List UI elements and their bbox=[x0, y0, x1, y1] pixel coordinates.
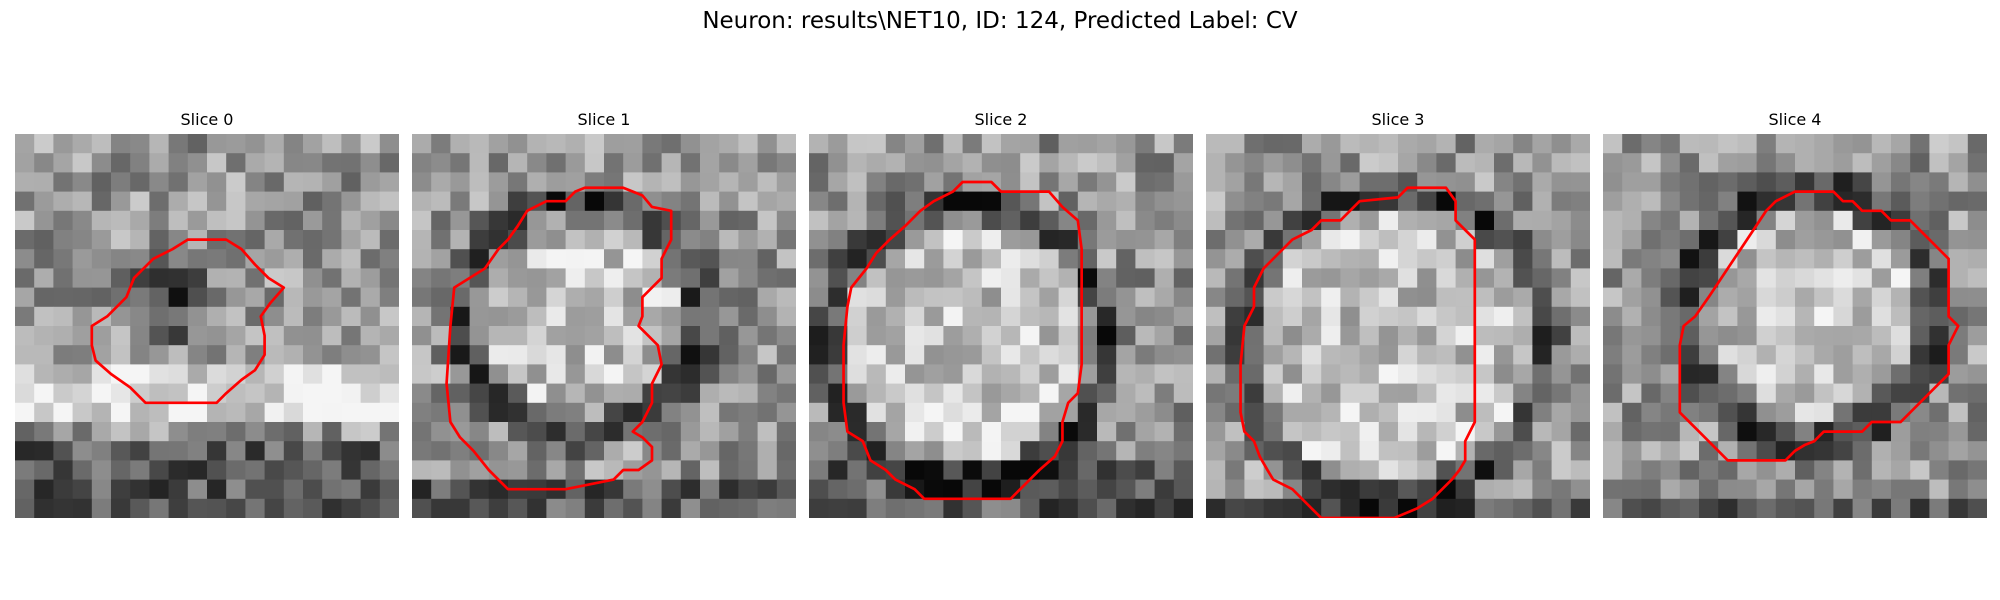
slice-image bbox=[1206, 134, 1590, 518]
slice-panel-1: Slice 1 bbox=[412, 0, 796, 600]
slice-title: Slice 2 bbox=[974, 110, 1028, 129]
pixel-texture bbox=[1603, 134, 1987, 518]
segmentation-contour bbox=[445, 186, 673, 491]
pixel-texture bbox=[1206, 134, 1590, 518]
slice-panel-2: Slice 2 bbox=[809, 0, 1193, 600]
segmentation-contour bbox=[1678, 190, 1960, 462]
slice-title: Slice 1 bbox=[577, 110, 631, 129]
slice-image bbox=[1603, 134, 1987, 518]
segmentation-contour bbox=[1239, 186, 1477, 518]
slice-image bbox=[15, 134, 399, 518]
slice-title: Slice 4 bbox=[1768, 110, 1822, 129]
slice-image bbox=[809, 134, 1193, 518]
segmentation-contour bbox=[842, 180, 1083, 501]
figure-title: Neuron: results\NET10, ID: 124, Predicte… bbox=[702, 8, 1298, 34]
slice-title: Slice 3 bbox=[1371, 110, 1425, 129]
slice-panel-3: Slice 3 bbox=[1206, 0, 1590, 600]
slice-panel-0: Slice 0 bbox=[15, 0, 399, 600]
segmentation-contour bbox=[90, 238, 286, 405]
slice-title: Slice 0 bbox=[180, 110, 234, 129]
pixel-texture bbox=[15, 134, 399, 518]
slice-image bbox=[412, 134, 796, 518]
slice-panel-4: Slice 4 bbox=[1603, 0, 1987, 600]
pixel-texture bbox=[412, 134, 796, 518]
